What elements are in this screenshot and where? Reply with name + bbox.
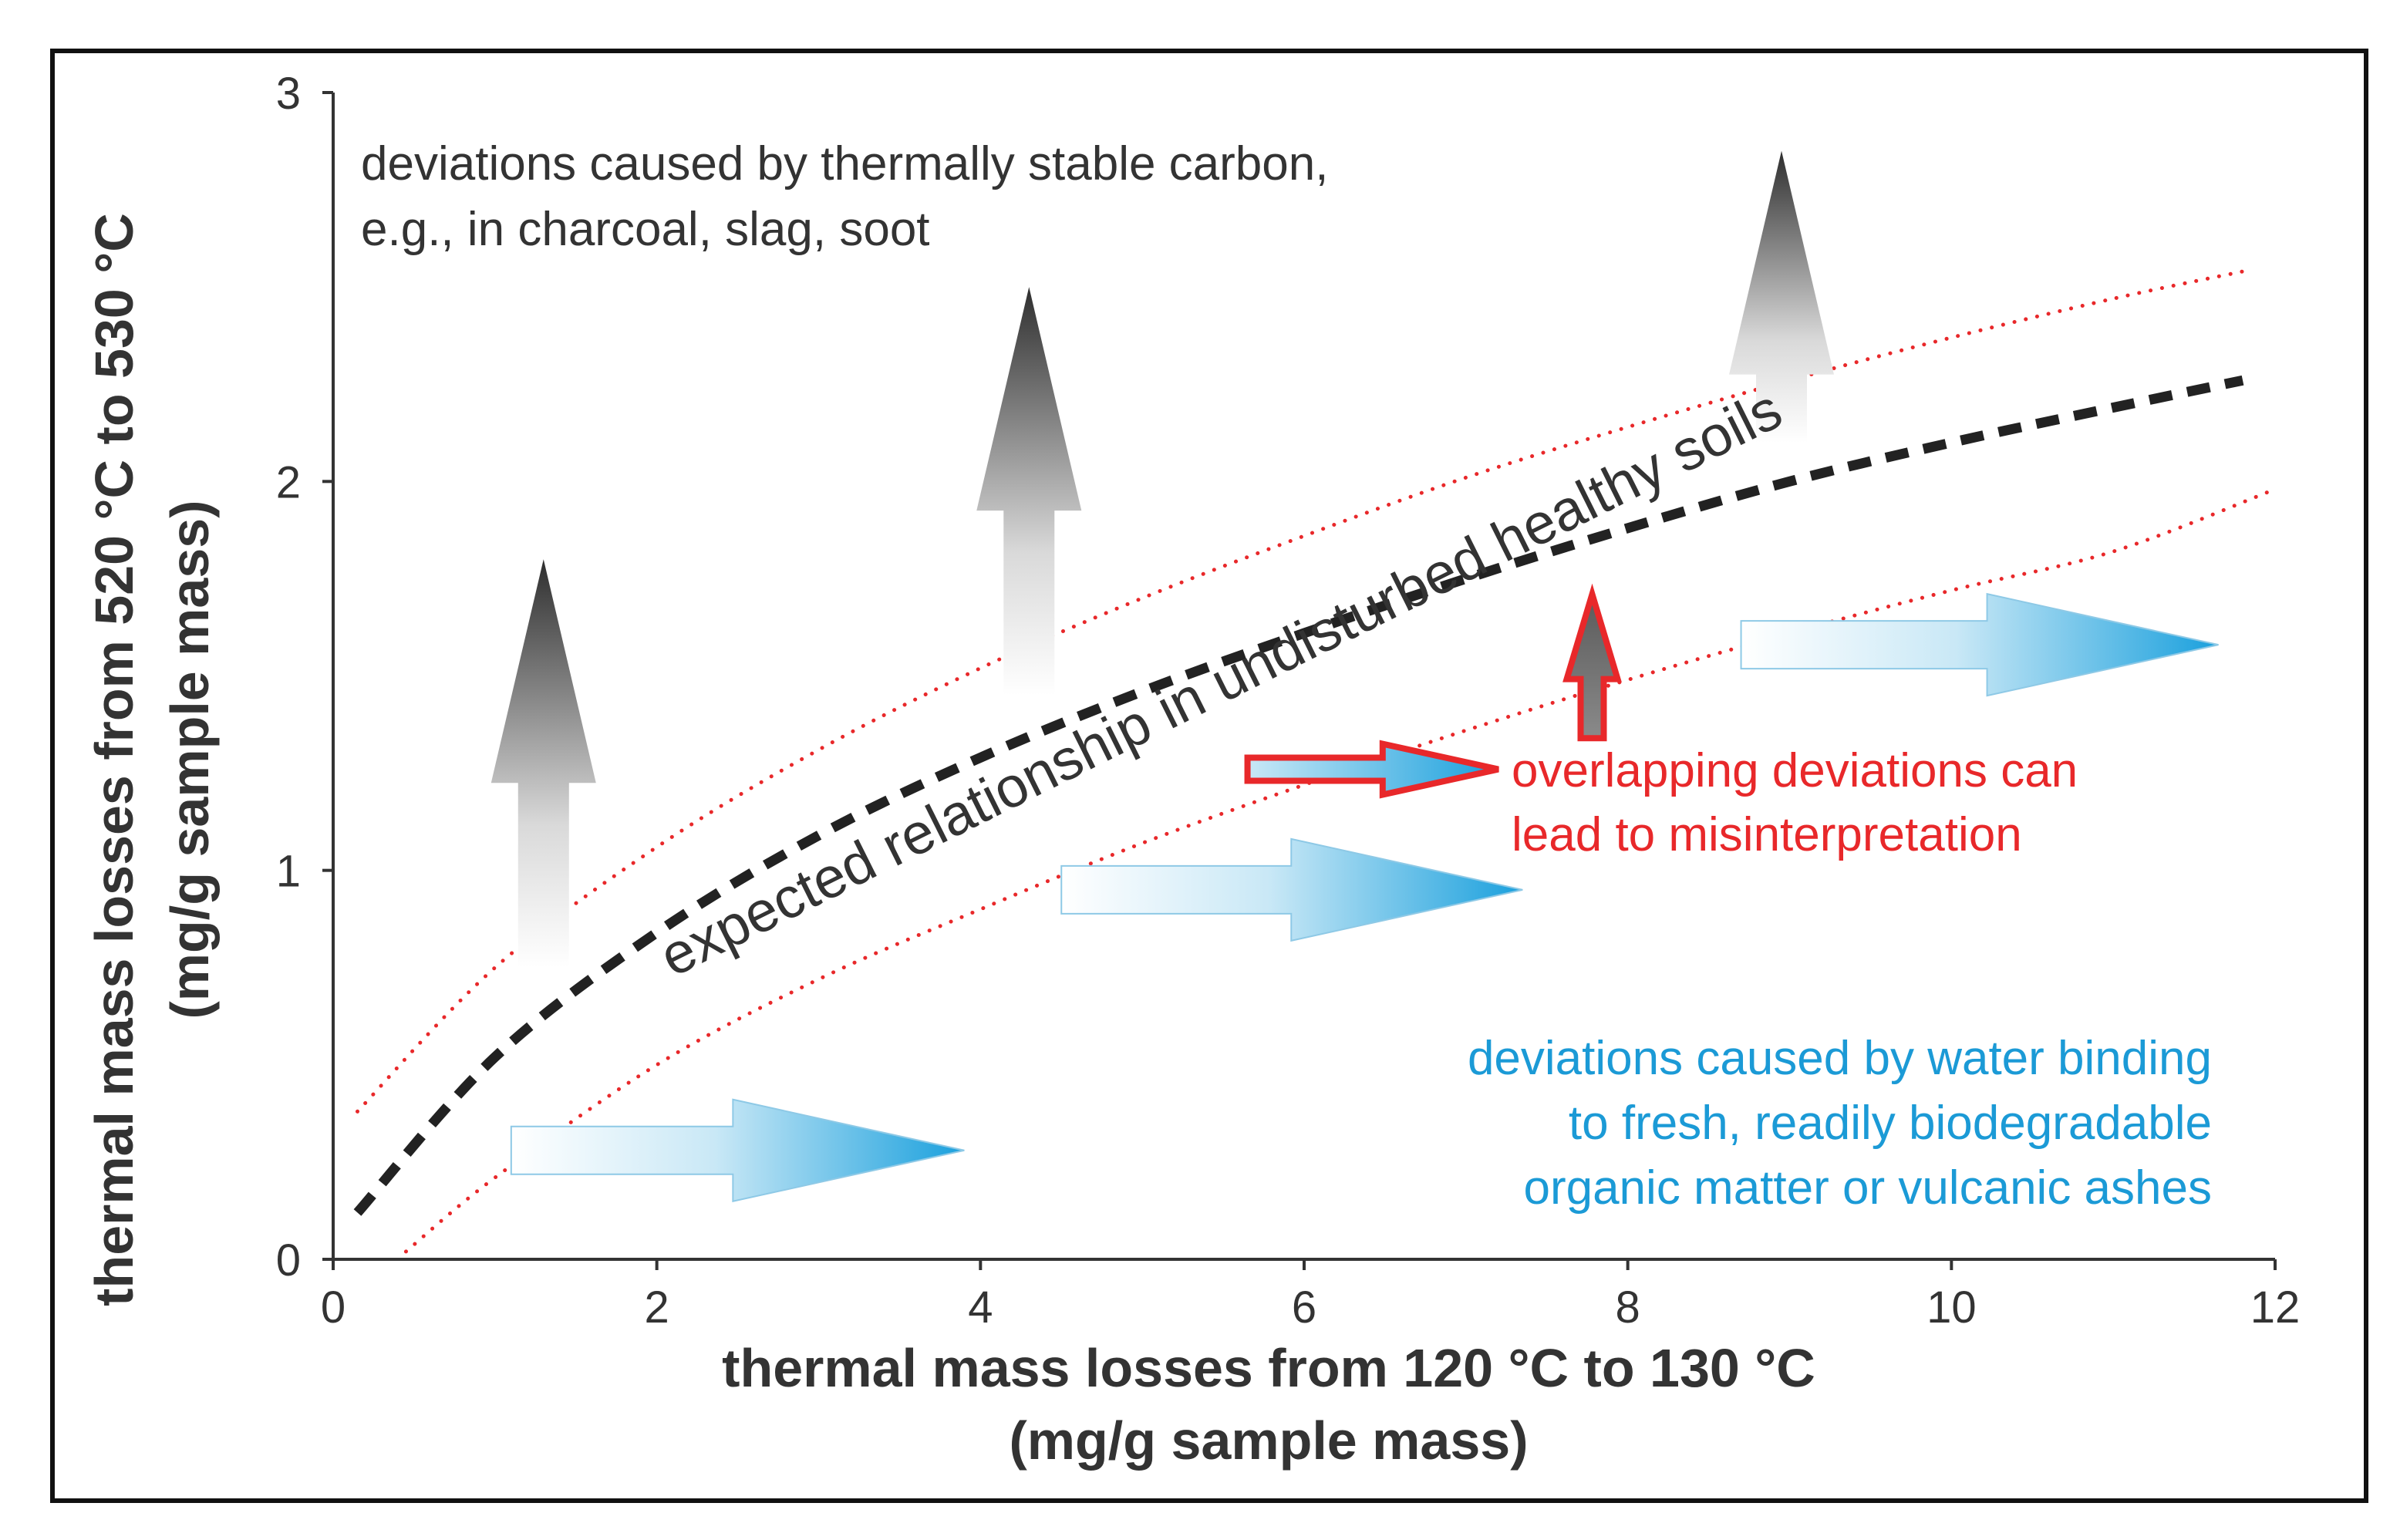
y-tick-label: 2: [276, 457, 301, 507]
x-tick-label: 2: [645, 1282, 669, 1333]
water-note-line2: to fresh, readily biodegradable: [1569, 1097, 2212, 1150]
x-axis-title-line2: (mg/g sample mass): [1010, 1410, 1529, 1471]
x-tick-label: 4: [968, 1282, 993, 1333]
x-tick-label: 6: [1292, 1282, 1316, 1333]
carbon-note-line2: e.g., in charcoal, slag, soot: [361, 203, 930, 256]
x-tick-label: 0: [321, 1282, 346, 1333]
x-tick-label: 10: [1926, 1282, 1977, 1333]
overlap-up-arrow: [1562, 583, 1622, 742]
y-tick-label: 0: [276, 1235, 301, 1286]
water-right-arrow: [1060, 837, 1523, 942]
overlap-note-line2: lead to misinterpretation: [1512, 808, 2022, 861]
y-ticks: 0 1 2 3: [276, 69, 333, 1286]
plot-area: [353, 150, 2277, 1254]
x-axis-title-line1: thermal mass losses from 120 °C to 130 °…: [722, 1338, 1815, 1398]
water-note-line3: organic matter or vulcanic ashes: [1523, 1161, 2212, 1215]
x-tick-label: 12: [2250, 1282, 2301, 1333]
overlap-right-arrow: [1244, 740, 1499, 799]
y-tick-label: 3: [276, 69, 301, 119]
x-tick-label: 8: [1616, 1282, 1640, 1333]
expected-curve: [353, 375, 2244, 1216]
carbon-up-arrow: [1729, 150, 1835, 443]
carbon-up-arrow: [490, 559, 596, 968]
y-axis-title-line1: thermal mass losses from 520 °C to 530 °…: [84, 213, 144, 1306]
x-ticks: 0 2 4 6 8 10 12: [321, 1259, 2300, 1333]
water-right-arrow: [510, 1098, 965, 1203]
water-note-line1: deviations caused by water binding: [1468, 1032, 2212, 1085]
y-tick-label: 1: [276, 847, 301, 897]
y-axis-title-line2: (mg/g sample mass): [160, 500, 220, 1019]
water-right-arrow: [1740, 592, 2219, 697]
carbon-note-line1: deviations caused by thermally stable ca…: [361, 137, 1328, 190]
overlap-note-line1: overlapping deviations can: [1512, 744, 2078, 797]
carbon-up-arrow: [976, 287, 1082, 696]
